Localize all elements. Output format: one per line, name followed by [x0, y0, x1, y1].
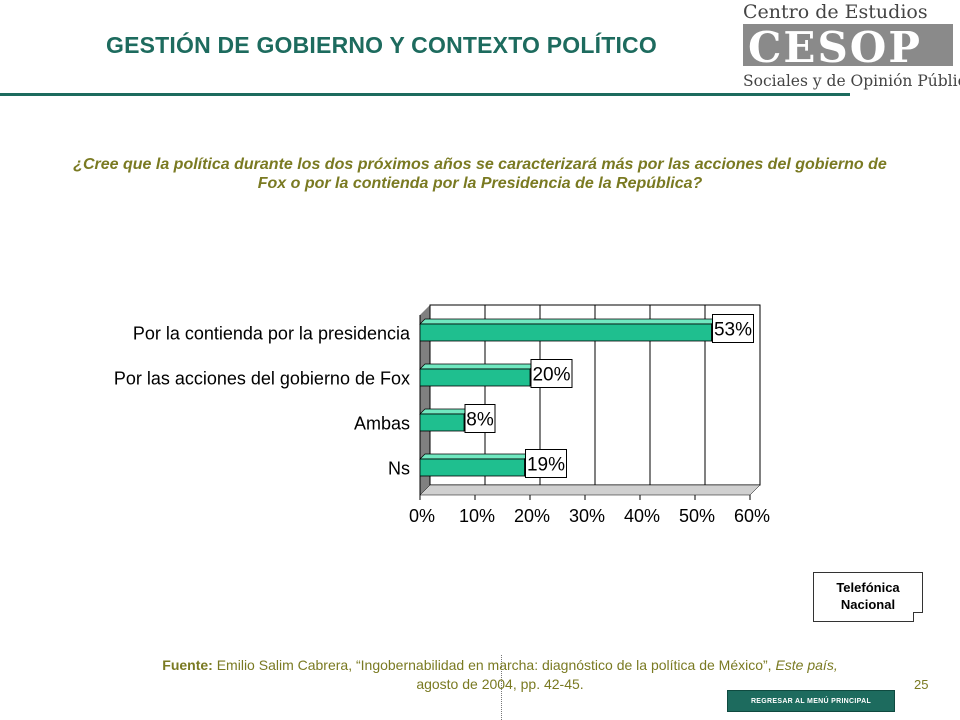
data-label: 20% — [532, 365, 570, 386]
source-author: Emilio Salim Cabrera, — [216, 657, 353, 673]
badge-line-2: Nacional — [840, 597, 896, 612]
data-label-box — [525, 449, 567, 478]
category-label: Por las acciones del gobierno de Fox — [114, 369, 410, 389]
page-title: GESTIÓN DE GOBIERNO Y CONTEXTO POLÍTICO — [106, 32, 657, 58]
bar-chart: 0% 10% 20% 30% 40% 50% 60% Por la contienda por… — [114, 304, 770, 526]
x-tick-label: 10% — [459, 506, 495, 526]
page-number: 25 — [914, 677, 929, 692]
bar-top — [419, 453, 531, 460]
bar — [419, 458, 525, 477]
x-tick-label: 30% — [569, 506, 605, 526]
back-to-main-menu-button[interactable]: REGRESAR AL MENÚ PRINCIPAL — [727, 690, 895, 712]
svg-text:Sociales y de Opinión Pública: Sociales y de Opinión Pública — [743, 72, 960, 90]
svg-text:CESOP: CESOP — [748, 23, 922, 72]
badge-line-1: Telefónica — [836, 580, 900, 595]
bar-top — [419, 408, 470, 415]
data-label-box — [712, 314, 754, 343]
chart-side-wall — [420, 305, 430, 495]
chart-floor — [419, 484, 761, 496]
data-label: 53% — [714, 320, 752, 341]
data-label-box — [464, 404, 496, 433]
category-label: Por la contienda por la presidencia — [133, 324, 411, 344]
source-date-pages: agosto de 2004, pp. 42-45. — [416, 676, 584, 692]
survey-type-badge: Telefónica Nacional — [813, 572, 923, 622]
bar — [419, 368, 531, 387]
source-note: Fuente: Emilio Salim Cabrera, “Ingoberna… — [100, 656, 900, 694]
source-article: “Ingobernabilidad en marcha: diagnóstico… — [352, 657, 776, 673]
bar-top — [419, 363, 536, 370]
dotted-guide — [501, 655, 503, 720]
svg-text:Centro de Estudios: Centro de Estudios — [743, 1, 928, 23]
cesop-logo: Centro de Estudios CESOP Sociales y de O… — [743, 1, 960, 90]
bar — [419, 413, 465, 432]
source-label: Fuente: — [162, 657, 213, 673]
source-publication: Este país, — [775, 657, 838, 673]
x-tick-label: 60% — [734, 506, 770, 526]
data-label: 8% — [466, 410, 494, 431]
bar-top — [419, 318, 718, 325]
survey-question: ¿Cree que la política durante los dos pr… — [73, 156, 887, 192]
category-label: Ambas — [354, 414, 410, 434]
x-tick-label: 50% — [679, 506, 715, 526]
x-tick-label: 40% — [624, 506, 660, 526]
data-label: 19% — [527, 455, 565, 476]
data-label-box — [530, 359, 573, 388]
x-tick-label: 0% — [409, 506, 435, 526]
badge-fold-corner — [913, 612, 923, 622]
bar — [419, 323, 712, 342]
title-divider — [0, 93, 850, 96]
x-tick-label: 20% — [514, 506, 550, 526]
category-label: Ns — [388, 459, 410, 479]
